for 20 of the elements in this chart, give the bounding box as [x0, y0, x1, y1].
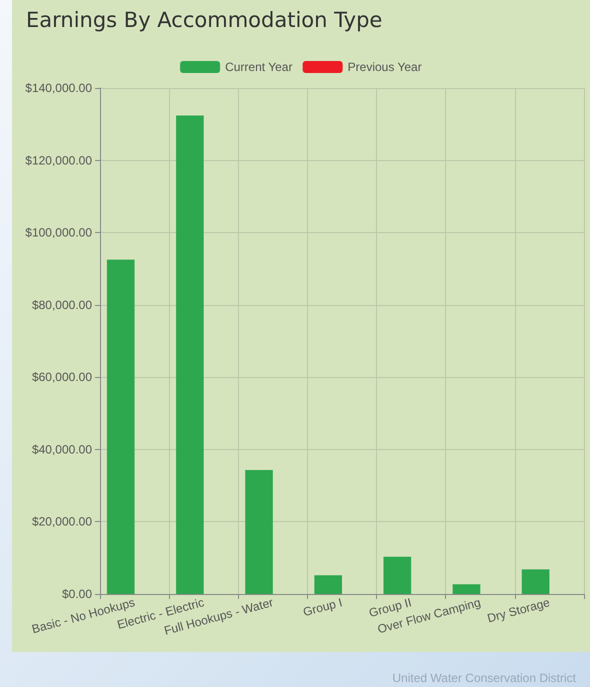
y-tick-label: $120,000.00	[25, 153, 92, 168]
x-tick-label: Group I	[302, 595, 344, 620]
bar	[522, 569, 550, 594]
bar	[245, 470, 273, 594]
y-tick-label: $20,000.00	[32, 514, 92, 529]
bar	[106, 260, 135, 594]
y-tick-label: $60,000.00	[32, 370, 92, 384]
y-tick-label: $0.00	[62, 587, 92, 601]
bar	[176, 115, 204, 594]
chart-title: Earnings By Accommodation Type	[26, 8, 382, 32]
y-tick-label: $140,000.00	[25, 81, 92, 95]
bar	[452, 584, 480, 594]
y-tick-label: $100,000.00	[25, 226, 92, 240]
x-tick-label: Dry Storage	[486, 595, 552, 626]
bar	[383, 556, 412, 594]
legend-label: Current Year	[225, 60, 292, 74]
y-tick-label: $40,000.00	[32, 442, 92, 456]
legend-label: Previous Year	[348, 60, 422, 74]
bar	[314, 575, 342, 594]
y-tick-label: $80,000.00	[32, 298, 92, 312]
